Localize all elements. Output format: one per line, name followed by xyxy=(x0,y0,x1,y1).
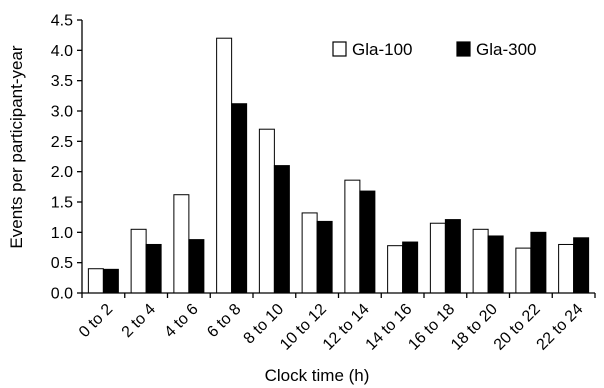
bar-gla-300 xyxy=(231,103,248,294)
y-tick-label: 3.5 xyxy=(51,73,73,90)
bar-gla-100 xyxy=(130,228,147,294)
x-tick-label: 2 to 4 xyxy=(119,301,159,341)
bar-gla-100 xyxy=(429,222,446,294)
x-tick-label: 4 to 6 xyxy=(161,301,201,341)
legend: Gla-100 Gla-300 xyxy=(332,40,536,59)
bar-gla-300 xyxy=(573,237,590,294)
bar-gla-300 xyxy=(359,190,376,294)
bar-gla-100 xyxy=(301,212,318,294)
bar-gla-100 xyxy=(387,245,404,294)
y-tick-label: 0.0 xyxy=(51,286,73,303)
bar-gla-100 xyxy=(472,228,489,294)
y-tick-label: 3.0 xyxy=(51,104,73,121)
x-tick-label: 0 to 2 xyxy=(76,301,116,341)
y-axis-title: Events per participant-year xyxy=(7,45,26,248)
y-tick-label: 0.5 xyxy=(51,255,73,272)
bar-gla-100 xyxy=(344,179,361,294)
bar-gla-100 xyxy=(558,243,575,294)
bar-gla-100 xyxy=(173,194,190,294)
bar-gla-300 xyxy=(316,220,333,294)
bar-gla-300 xyxy=(444,219,461,294)
x-tick-label: 20 to 22 xyxy=(491,301,544,354)
legend-swatch xyxy=(456,41,471,57)
y-tick-label: 1.5 xyxy=(51,195,73,212)
bar-gla-100 xyxy=(87,268,104,294)
bar-gla-300 xyxy=(188,239,205,294)
x-tick-label: 18 to 20 xyxy=(448,301,501,354)
x-axis-title: Clock time (h) xyxy=(265,366,370,385)
y-tick-label: 2.5 xyxy=(51,134,73,151)
y-tick-label: 4.5 xyxy=(51,13,73,30)
legend-label: Gla-100 xyxy=(352,40,412,59)
bars xyxy=(87,37,590,294)
y-tick-label: 1.0 xyxy=(51,225,73,242)
bar-gla-300 xyxy=(530,231,547,294)
bar-gla-100 xyxy=(515,247,532,294)
bar-gla-300 xyxy=(102,268,119,294)
x-tick-label: 22 to 24 xyxy=(534,301,587,354)
legend-label: Gla-300 xyxy=(476,40,536,59)
bar-gla-300 xyxy=(273,165,290,294)
x-tick-label: 16 to 18 xyxy=(405,301,458,354)
x-tick-label: 10 to 12 xyxy=(277,301,330,354)
bar-gla-300 xyxy=(145,243,162,294)
y-tick-label: 4.0 xyxy=(51,43,73,60)
y-axis: 0.0 0.5 1.0 1.5 2.0 2.5 3.0 3.5 4.0 4.5 xyxy=(51,13,83,303)
bar-gla-100 xyxy=(216,37,233,294)
y-tick-label: 2.0 xyxy=(51,164,73,181)
bar-gla-300 xyxy=(487,235,504,294)
x-tick-label: 14 to 16 xyxy=(363,301,416,354)
x-tick-label: 6 to 8 xyxy=(204,301,244,341)
bar-gla-300 xyxy=(402,241,419,294)
legend-swatch xyxy=(332,41,347,57)
x-tick-label: 12 to 14 xyxy=(320,301,373,354)
bar-gla-100 xyxy=(258,128,275,294)
